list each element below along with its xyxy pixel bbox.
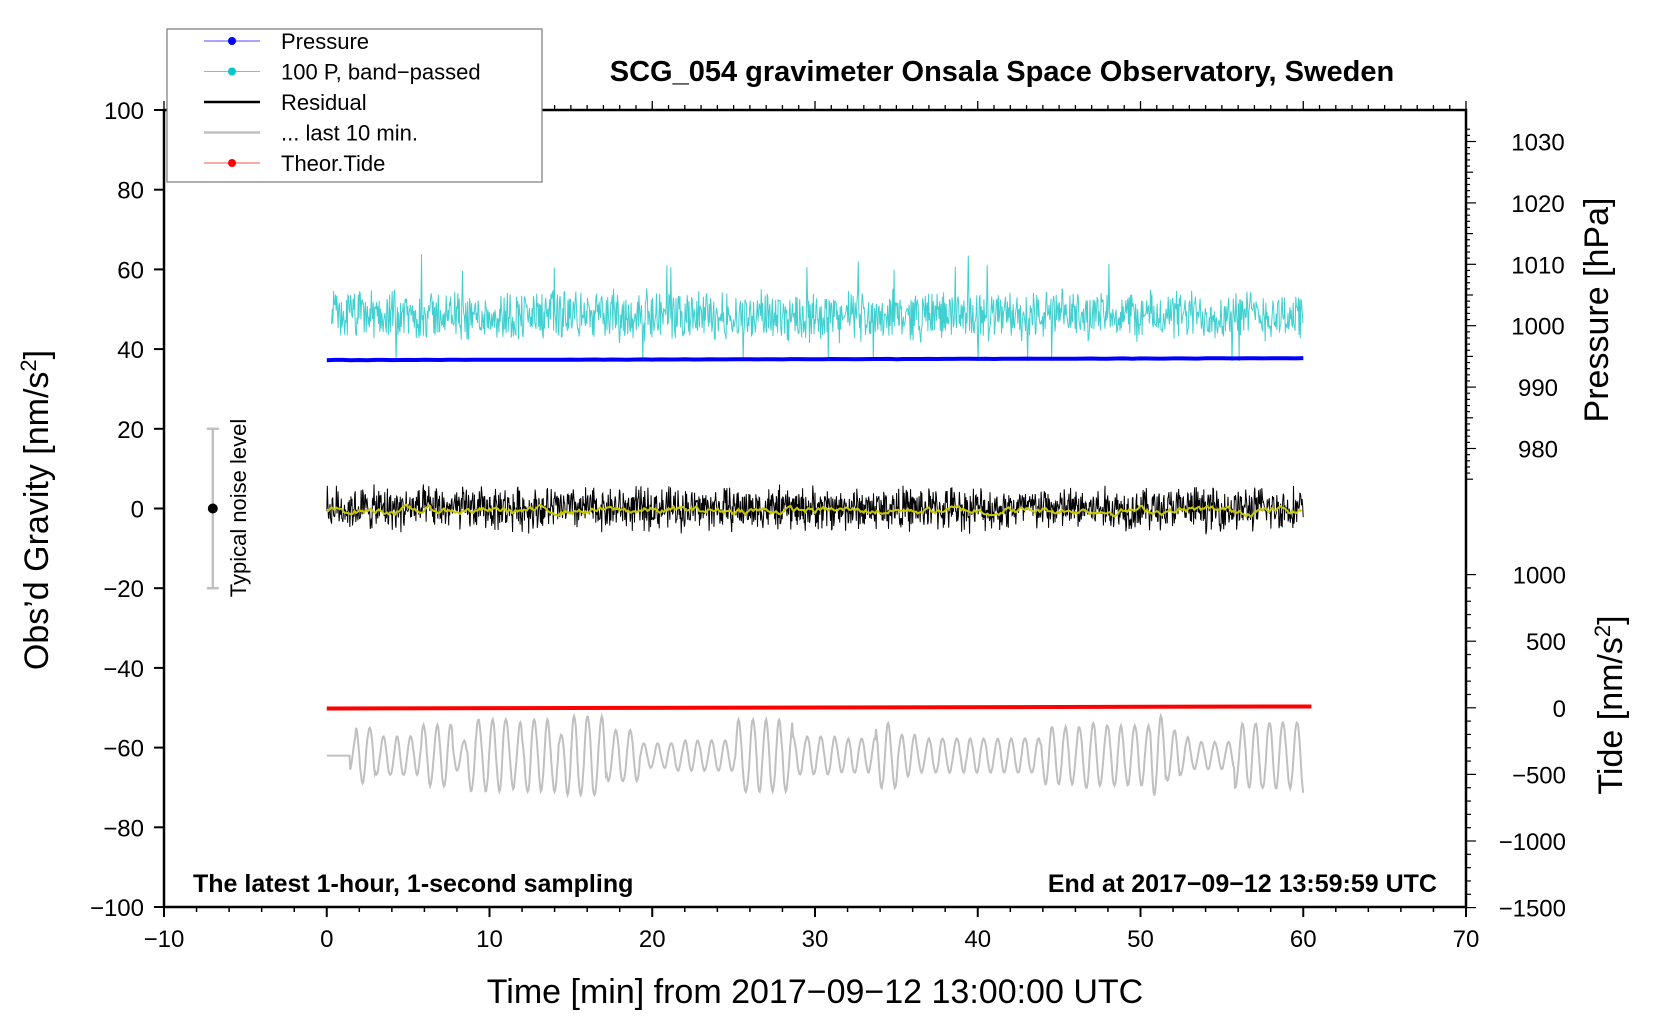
y-tick-label: 60 bbox=[117, 257, 144, 284]
x-tick-label: 50 bbox=[1127, 926, 1154, 953]
legend-label: 100 P, band−passed bbox=[281, 60, 481, 85]
tide-axis-label: Tide [nm/s2] bbox=[1590, 615, 1630, 794]
pressure-line bbox=[326, 356, 1304, 363]
x-tick-label: 40 bbox=[964, 926, 991, 953]
y-axis-label: Obs’d Gravity [nm/s2] bbox=[16, 350, 56, 670]
x-tick-label: 20 bbox=[639, 926, 666, 953]
chart-title: SCG_054 gravimeter Onsala Space Observat… bbox=[610, 56, 1394, 88]
y-tick-label: 40 bbox=[117, 337, 144, 364]
residual-smoothed-line bbox=[326, 503, 1303, 519]
tide-tick-label: −1500 bbox=[1499, 896, 1566, 923]
annotation-end-time: End at 2017−09−12 13:59:59 UTC bbox=[1048, 870, 1437, 898]
legend-marker-1 bbox=[228, 67, 236, 76]
pressure-tick-label: 1010 bbox=[1511, 252, 1564, 279]
annotation-sampling: The latest 1-hour, 1-second sampling bbox=[193, 870, 633, 898]
x-tick-label: −10 bbox=[144, 926, 185, 953]
pressure-tick-label: 1020 bbox=[1511, 191, 1564, 218]
band-passed-pressure-line bbox=[331, 254, 1304, 362]
tide-tick-label: 500 bbox=[1526, 629, 1566, 656]
legend-marker-4 bbox=[228, 159, 236, 167]
last-10-min-line bbox=[326, 712, 1305, 799]
x-tick-label: 70 bbox=[1453, 926, 1480, 953]
legend-label: ... last 10 min. bbox=[281, 121, 418, 146]
x-tick-label: 10 bbox=[476, 926, 503, 953]
y-tick-label: −60 bbox=[103, 736, 144, 763]
x-tick-label: 30 bbox=[802, 926, 829, 953]
x-axis-label: Time [min] from 2017−09−12 13:00:00 UTC bbox=[487, 973, 1143, 1011]
noise-level-indicator: Typical noise level bbox=[206, 419, 251, 598]
pressure-tick-label: 1000 bbox=[1511, 314, 1564, 341]
y-tick-label: −80 bbox=[103, 815, 144, 842]
theor-tide-line bbox=[326, 704, 1312, 711]
legend-label: Residual bbox=[281, 90, 367, 115]
pressure-tick-label: 990 bbox=[1518, 375, 1558, 402]
legend-label: Pressure bbox=[281, 29, 369, 54]
y-tick-label: 20 bbox=[117, 417, 144, 444]
y-tick-label: 80 bbox=[117, 178, 144, 205]
legend-marker-0 bbox=[228, 37, 236, 45]
y-tick-label: 100 bbox=[104, 98, 144, 125]
y-tick-label: −100 bbox=[90, 895, 144, 922]
y-tick-label: −20 bbox=[103, 576, 144, 603]
tide-tick-label: 0 bbox=[1553, 696, 1566, 723]
legend: Pressure 100 P, band−passed Residual ... la… bbox=[166, 28, 543, 183]
tide-tick-label: −500 bbox=[1512, 762, 1566, 789]
noise-label: Typical noise level bbox=[226, 419, 251, 598]
pressure-tick-label: 980 bbox=[1518, 437, 1558, 464]
pressure-tick-label: 1030 bbox=[1511, 130, 1564, 157]
axis-ticks bbox=[154, 101, 1476, 917]
legend-label: Theor.Tide bbox=[281, 151, 385, 176]
tide-tick-label: −1000 bbox=[1499, 829, 1566, 856]
x-tick-label: 0 bbox=[320, 926, 333, 953]
y-tick-label: 0 bbox=[131, 497, 144, 524]
tide-tick-label: 1000 bbox=[1513, 563, 1566, 590]
x-tick-label: 60 bbox=[1290, 926, 1317, 953]
noise-center-dot bbox=[207, 503, 218, 514]
y-tick-label: −40 bbox=[103, 656, 144, 683]
plot-series bbox=[326, 254, 1312, 799]
pressure-axis-label: Pressure [hPa] bbox=[1578, 198, 1616, 423]
axis-tick-labels: −10 0 10 20 30 40 50 60 70100806040200−20−40−60−… bbox=[90, 98, 1566, 953]
residual-line bbox=[326, 484, 1304, 535]
legend-box bbox=[166, 28, 543, 183]
